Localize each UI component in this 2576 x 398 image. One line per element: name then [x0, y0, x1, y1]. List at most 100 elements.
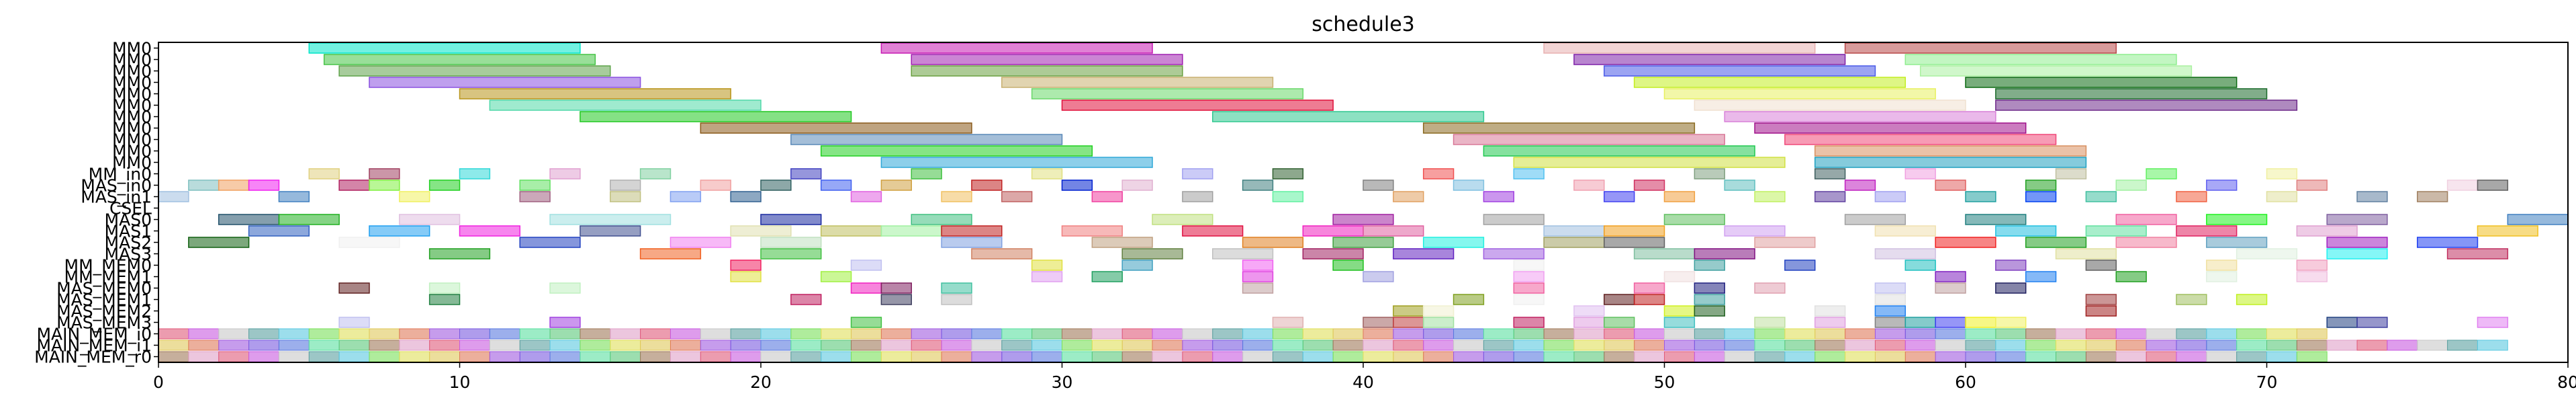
memory-block-main-mem-r0-41 — [1393, 351, 1424, 362]
memory-block-main-mem-r0-0 — [158, 351, 189, 362]
memory-block-main-mem-i1-60 — [1965, 340, 1996, 351]
memory-block-main-mem-r0-30 — [1062, 351, 1093, 362]
bar-mm0-22 — [1694, 100, 1966, 111]
bar-mas-in1-99 — [1393, 191, 1424, 202]
memory-block-main-mem-r0-24 — [880, 351, 912, 362]
memory-block-main-mem-i0-36 — [1242, 328, 1273, 340]
memory-block-main-mem-i1-14 — [580, 340, 611, 351]
bar-mm-in0-49 — [1422, 168, 1455, 180]
bar-mas-in0-83 — [2296, 180, 2328, 191]
y-tick-label: MM_MEM1 — [64, 268, 152, 287]
bar-mas-mem2-241 — [1573, 305, 1605, 317]
bar-mm0-4 — [323, 54, 596, 65]
y-tick-label: MM0 — [112, 142, 152, 161]
memory-block-main-mem-i0-56 — [1845, 328, 1876, 340]
y-tick-label: MAIN_MEM_r0 — [34, 348, 152, 367]
bar-mas-mem0-223 — [1874, 282, 1906, 294]
bar-mm-mem0-191 — [1513, 260, 1545, 271]
memory-block-main-mem-i0-11 — [489, 328, 520, 340]
memory-block-main-mem-r0-25 — [911, 351, 942, 362]
bar-mas0-113 — [218, 214, 280, 225]
memory-block-main-mem-i0-3 — [248, 328, 279, 340]
bar-mas-in1-109 — [2176, 191, 2207, 202]
bar-mm0-31 — [1453, 134, 1725, 145]
bar-mas2-154 — [760, 237, 822, 248]
bar-mas-mem3-248 — [549, 317, 581, 328]
memory-block-main-mem-i1-36 — [1242, 340, 1273, 351]
bar-mas-mem3-259 — [1814, 317, 1846, 328]
memory-block-main-mem-i1-47 — [1573, 340, 1605, 351]
memory-block-main-mem-r0-6 — [338, 351, 370, 362]
memory-block-main-mem-i1-17 — [670, 340, 701, 351]
bar-mas-mem1-232 — [1604, 294, 1635, 305]
memory-block-main-mem-r0-26 — [941, 351, 972, 362]
memory-block-main-mem-r0-69 — [2236, 351, 2267, 362]
bar-mas2-159 — [1422, 237, 1485, 248]
bar-mm-in0-44 — [790, 168, 822, 180]
bar-mas-mem0-214 — [549, 282, 581, 294]
memory-block-main-mem-r0-8 — [399, 351, 430, 362]
memory-block-main-mem-i0-44 — [1483, 328, 1514, 340]
bar-mas2-157 — [1242, 237, 1304, 248]
bar-mm0-8 — [338, 65, 611, 77]
bar-mm-in0-56 — [2266, 168, 2298, 180]
bar-mas-mem1-233 — [1633, 294, 1665, 305]
bar-mas-mem3-263 — [1965, 317, 1996, 328]
memory-block-main-mem-r0-71 — [2296, 351, 2328, 362]
bar-mas-in0-71 — [1121, 180, 1153, 191]
memory-block-main-mem-i0-35 — [1212, 328, 1244, 340]
memory-block-main-mem-r0-14 — [580, 351, 611, 362]
memory-block-main-mem-i0-22 — [821, 328, 852, 340]
bar-mas1-132 — [580, 225, 641, 237]
memory-block-main-mem-i0-63 — [2056, 328, 2086, 340]
x-tick-label: 80 — [2557, 372, 2576, 392]
bar-mas3-178 — [1633, 248, 1696, 260]
memory-block-main-mem-i1-73 — [2356, 340, 2388, 351]
bar-mas-mem1-235 — [1874, 294, 1906, 305]
bar-mas-in0-60 — [338, 180, 370, 191]
memory-block-main-mem-r0-51 — [1694, 351, 1725, 362]
x-tick-label: 40 — [1352, 372, 1374, 392]
y-tick-label: MM0 — [112, 130, 152, 150]
memory-block-main-mem-i0-5 — [308, 328, 340, 340]
bar-mas0-121 — [1483, 214, 1545, 225]
bar-mm0-3 — [1844, 42, 2117, 54]
memory-block-main-mem-i1-38 — [1302, 340, 1334, 351]
memory-block-main-mem-i1-55 — [1814, 340, 1846, 351]
bar-mas-in0-82 — [2206, 180, 2238, 191]
bar-mas3-170 — [639, 248, 702, 260]
bar-mas-in0-79 — [1935, 180, 1966, 191]
memory-block-main-mem-i0-24 — [880, 328, 912, 340]
bar-mas0-125 — [2115, 214, 2177, 225]
bar-mas1-136 — [941, 225, 1003, 237]
memory-block-main-mem-i0-65 — [2115, 328, 2147, 340]
bar-mas-in0-66 — [760, 180, 792, 191]
memory-block-main-mem-r0-20 — [760, 351, 792, 362]
memory-block-main-mem-i0-21 — [790, 328, 822, 340]
bar-mas2-166 — [2206, 237, 2268, 248]
memory-block-main-mem-r0-17 — [670, 351, 701, 362]
memory-block-main-mem-i0-71 — [2296, 328, 2328, 340]
bar-mm-mem1-203 — [1242, 271, 1274, 282]
memory-block-main-mem-i0-16 — [640, 328, 671, 340]
memory-block-main-mem-i1-57 — [1874, 340, 1906, 351]
bar-mas-in1-104 — [1814, 191, 1846, 202]
bar-mas3-180 — [1874, 248, 1936, 260]
memory-block-main-mem-r0-43 — [1453, 351, 1484, 362]
bar-mas1-143 — [1724, 225, 1786, 237]
bar-mas-in1-97 — [1182, 191, 1213, 202]
bars-layer — [158, 42, 2569, 362]
bar-mm-in0-42 — [549, 168, 581, 180]
bar-mas-in1-105 — [1874, 191, 1906, 202]
memory-block-main-mem-i0-30 — [1062, 328, 1093, 340]
memory-block-main-mem-i1-49 — [1634, 340, 1665, 351]
memory-block-main-mem-r0-27 — [971, 351, 1003, 362]
bar-mas1-130 — [369, 225, 430, 237]
memory-block-main-mem-r0-50 — [1664, 351, 1695, 362]
bar-mm-in0-55 — [2146, 168, 2177, 180]
memory-block-main-mem-i1-1 — [188, 340, 220, 351]
memory-block-main-mem-i1-0 — [158, 340, 189, 351]
bar-mas3-173 — [1121, 248, 1183, 260]
memory-block-main-mem-i1-25 — [911, 340, 942, 351]
memory-block-main-mem-r0-40 — [1363, 351, 1394, 362]
